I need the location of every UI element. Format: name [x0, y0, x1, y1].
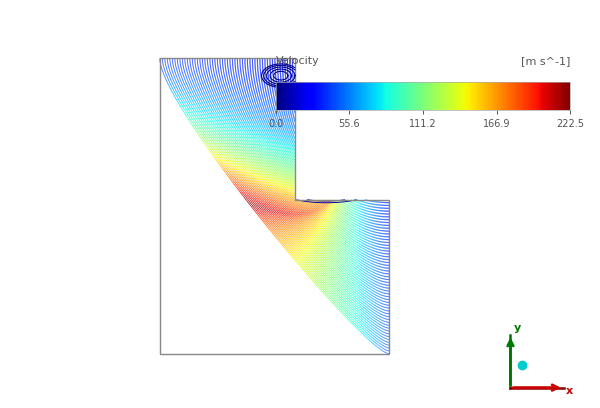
- Text: y: y: [514, 322, 521, 333]
- Text: Velocity: Velocity: [276, 56, 320, 66]
- Text: [m s^-1]: [m s^-1]: [521, 56, 570, 66]
- Text: x: x: [566, 386, 572, 396]
